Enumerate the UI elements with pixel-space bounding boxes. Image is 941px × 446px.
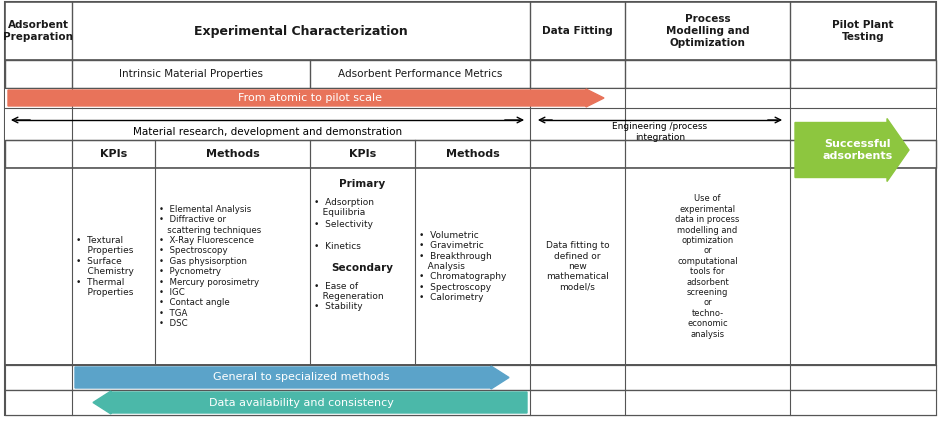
Bar <box>5 390 936 415</box>
Text: Data Fitting: Data Fitting <box>542 26 613 36</box>
Text: Intrinsic Material Properties: Intrinsic Material Properties <box>119 69 263 79</box>
Text: Use of
experimental
data in process
modelling and
optimization
or
computational
: Use of experimental data in process mode… <box>676 194 740 339</box>
FancyArrow shape <box>795 119 909 182</box>
Text: From atomic to pilot scale: From atomic to pilot scale <box>238 93 382 103</box>
Text: Engineering /process
integration: Engineering /process integration <box>613 122 708 142</box>
FancyArrow shape <box>75 366 509 389</box>
Text: •  Elemental Analysis
•  Diffractive or
   scattering techniques
•  X-Ray Fluore: • Elemental Analysis • Diffractive or sc… <box>159 205 262 328</box>
Text: •  Stability: • Stability <box>314 302 362 311</box>
Bar <box>5 88 936 108</box>
Text: •  Selectivity: • Selectivity <box>314 220 373 229</box>
Text: •  Adsorption
   Equilibria: • Adsorption Equilibria <box>314 198 374 217</box>
Text: Data fitting to
defined or
new
mathematical
model/s: Data fitting to defined or new mathemati… <box>546 241 610 292</box>
Text: •  Volumetric
•  Gravimetric
•  Breakthrough
   Analysis
•  Chromatography
•  Sp: • Volumetric • Gravimetric • Breakthroug… <box>419 231 506 302</box>
Text: KPIs: KPIs <box>349 149 376 159</box>
Text: Process
Modelling and
Optimization: Process Modelling and Optimization <box>665 14 749 48</box>
Text: Primary: Primary <box>340 179 386 189</box>
Text: Data availability and consistency: Data availability and consistency <box>209 397 393 408</box>
FancyArrow shape <box>8 89 604 107</box>
Text: Adsorbent Performance Metrics: Adsorbent Performance Metrics <box>338 69 502 79</box>
Text: Methods: Methods <box>446 149 500 159</box>
Bar <box>5 2 936 60</box>
Text: KPIs: KPIs <box>100 149 127 159</box>
Bar <box>5 60 936 88</box>
Text: •  Textural
    Properties
•  Surface
    Chemistry
•  Thermal
    Properties: • Textural Properties • Surface Chemistr… <box>76 236 134 297</box>
Text: Pilot Plant
Testing: Pilot Plant Testing <box>832 20 894 42</box>
Text: Material research, development and demonstration: Material research, development and demon… <box>133 127 402 137</box>
Bar <box>5 108 936 140</box>
Text: Methods: Methods <box>206 149 260 159</box>
Text: General to specialized methods: General to specialized methods <box>213 372 390 383</box>
Bar <box>5 140 936 168</box>
Bar <box>5 365 936 390</box>
Bar <box>5 168 936 365</box>
Text: Successful
adsorbents: Successful adsorbents <box>822 139 893 161</box>
FancyArrow shape <box>93 391 527 414</box>
Text: Adsorbent
Preparation: Adsorbent Preparation <box>4 20 73 42</box>
Text: Experimental Characterization: Experimental Characterization <box>194 25 407 37</box>
Text: •  Ease of
   Regeneration: • Ease of Regeneration <box>314 282 384 301</box>
Text: •  Kinetics: • Kinetics <box>314 242 361 251</box>
Text: Secondary: Secondary <box>331 263 393 273</box>
